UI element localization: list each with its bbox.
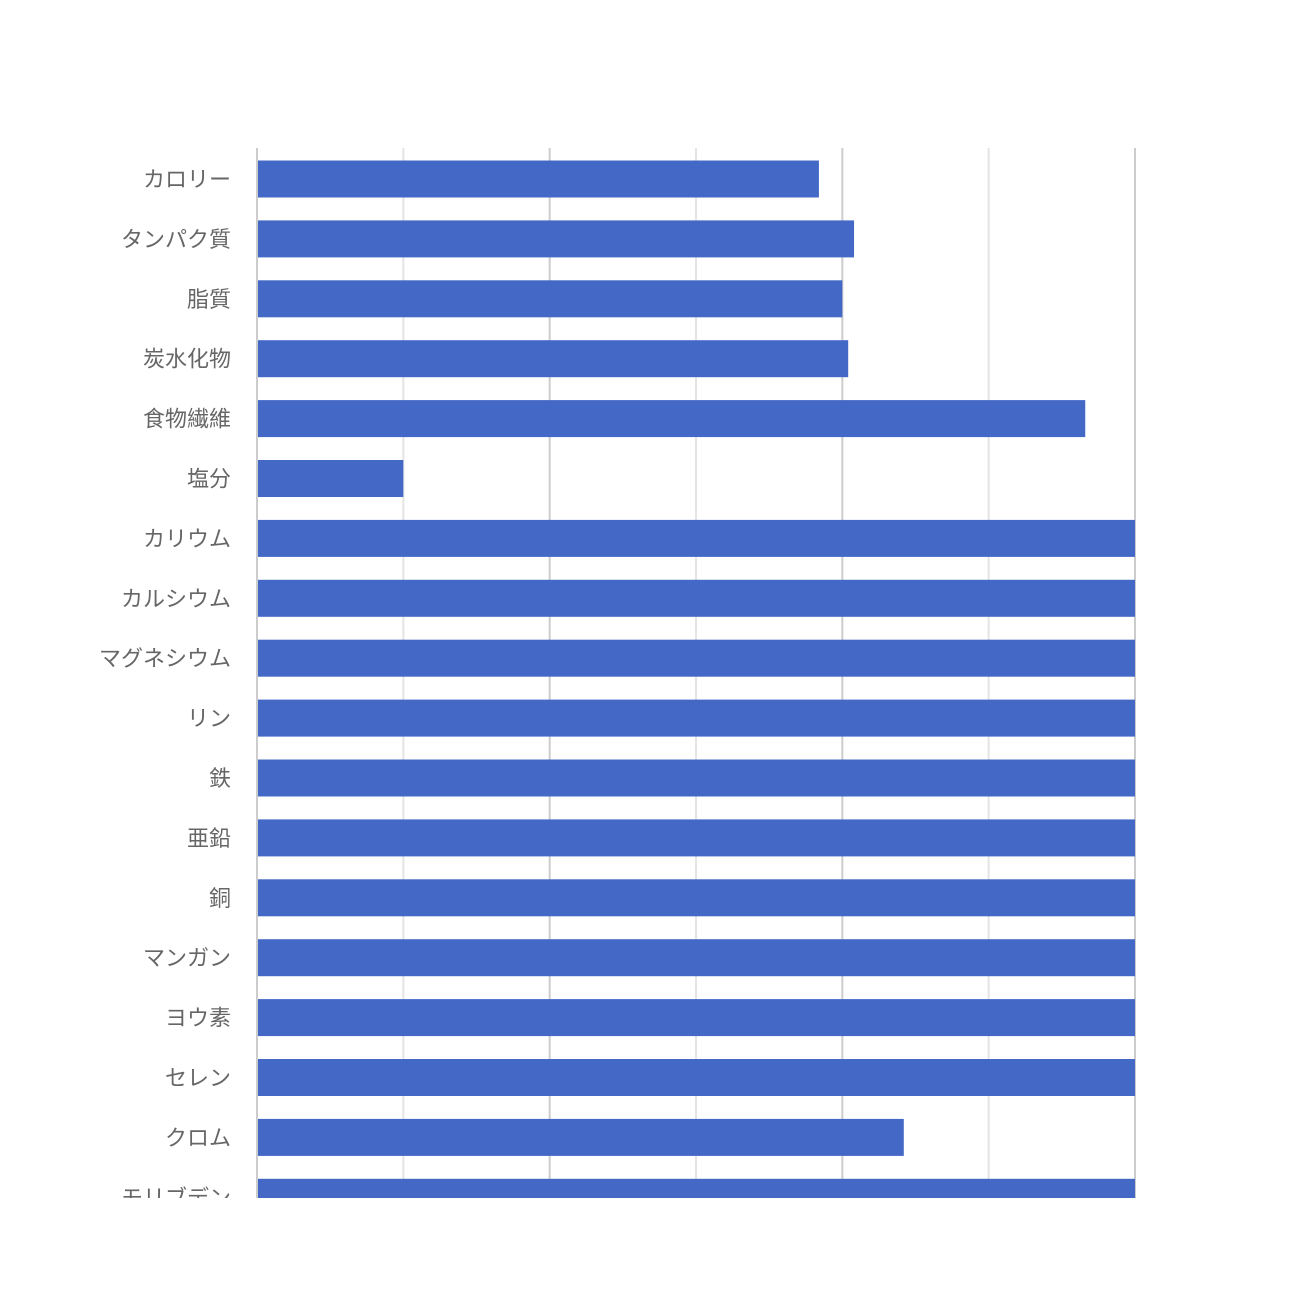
category-label: カルシウム: [121, 587, 231, 612]
bar: [258, 1118, 904, 1156]
category-label: 塩分: [187, 468, 231, 493]
category-label: 亜鉛: [187, 827, 231, 852]
bar: [258, 519, 1135, 557]
bar: [258, 160, 819, 198]
bar: [258, 999, 1135, 1037]
bar: [258, 699, 1135, 737]
bar: [258, 1059, 1135, 1096]
bar: [258, 579, 1135, 617]
bar: [258, 220, 855, 258]
category-label: マグネシウム: [99, 647, 231, 672]
category-label: クロム: [165, 1126, 231, 1151]
bar: [258, 1178, 1135, 1198]
category-label: マンガン: [143, 947, 231, 972]
bar: [258, 340, 849, 378]
category-label: 銅: [209, 887, 231, 912]
bar: [258, 280, 843, 318]
category-label: リン: [187, 707, 231, 732]
bar: [258, 819, 1135, 857]
bar: [258, 400, 1086, 438]
category-label: タンパク質: [121, 228, 231, 253]
category-label: 食物繊維: [143, 408, 231, 433]
category-label: ヨウ素: [165, 1007, 231, 1032]
category-label: 脂質: [187, 288, 231, 313]
category-label: 鉄: [209, 767, 231, 792]
category-label: 炭水化物: [143, 348, 231, 373]
category-label: モリブデン: [121, 1186, 231, 1211]
bar: [258, 759, 1135, 797]
bar: [258, 639, 1135, 677]
bar: [258, 939, 1135, 977]
category-label: セレン: [165, 1067, 231, 1092]
category-label: カリウム: [143, 527, 231, 552]
bar: [258, 879, 1135, 917]
category-label: カロリー: [143, 168, 231, 193]
category-labels: カロリータンパク質脂質炭水化物食物繊維塩分カリウムカルシウムマグネシウムリン鉄亜…: [99, 168, 231, 1211]
bars: [258, 160, 1135, 1198]
bar: [258, 460, 404, 497]
